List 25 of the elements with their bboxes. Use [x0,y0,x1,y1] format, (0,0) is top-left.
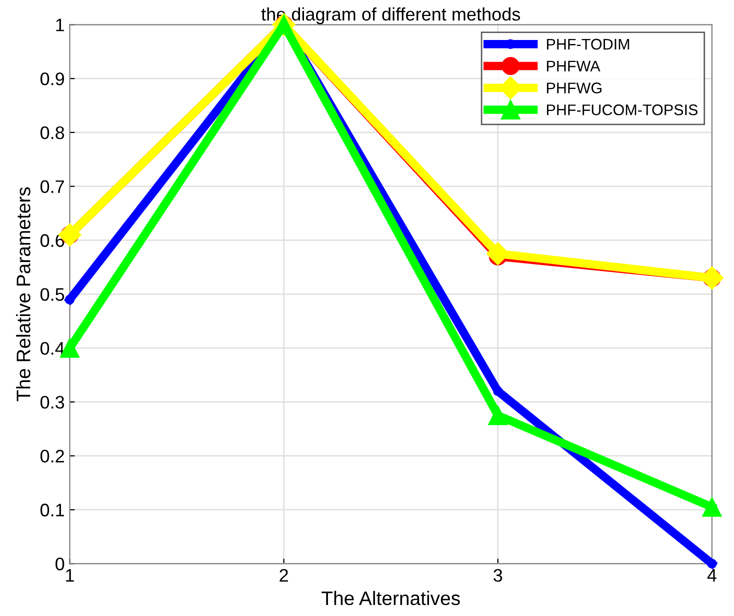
legend-label: PHFWG [546,82,602,94]
point [707,558,717,568]
y-tick-label: 0.3 [40,396,64,409]
y-tick-label: 0.8 [40,126,64,140]
y-tick-label: 0.1 [40,504,64,516]
legend-label: PHFWA [546,60,600,72]
point [488,406,508,426]
y-axis-title: The Relative Parameters [16,187,30,402]
x-tick-label: 2 [280,568,288,582]
y-tick-label: 0.7 [40,180,64,194]
y-tick-label: 0.5 [40,288,64,301]
x-tick-label: 1 [66,569,74,582]
x-axis-title: The Alternatives [322,590,460,606]
y-tick-label: 0 [56,558,64,570]
legend-label: PHF-TODIM [546,38,630,50]
point [64,294,75,304]
legend-label: PHF-FUCOM-TOPSIS [546,104,698,116]
y-tick-label: 0.4 [40,342,64,355]
y-tick-label: 0.2 [40,450,64,463]
x-tick-label: 4 [707,569,716,582]
y-tick-label: 1 [56,18,64,32]
point [702,497,722,517]
x-tick-label: 3 [494,568,502,582]
y-tick-label: 0.9 [40,72,64,86]
point [493,386,503,396]
